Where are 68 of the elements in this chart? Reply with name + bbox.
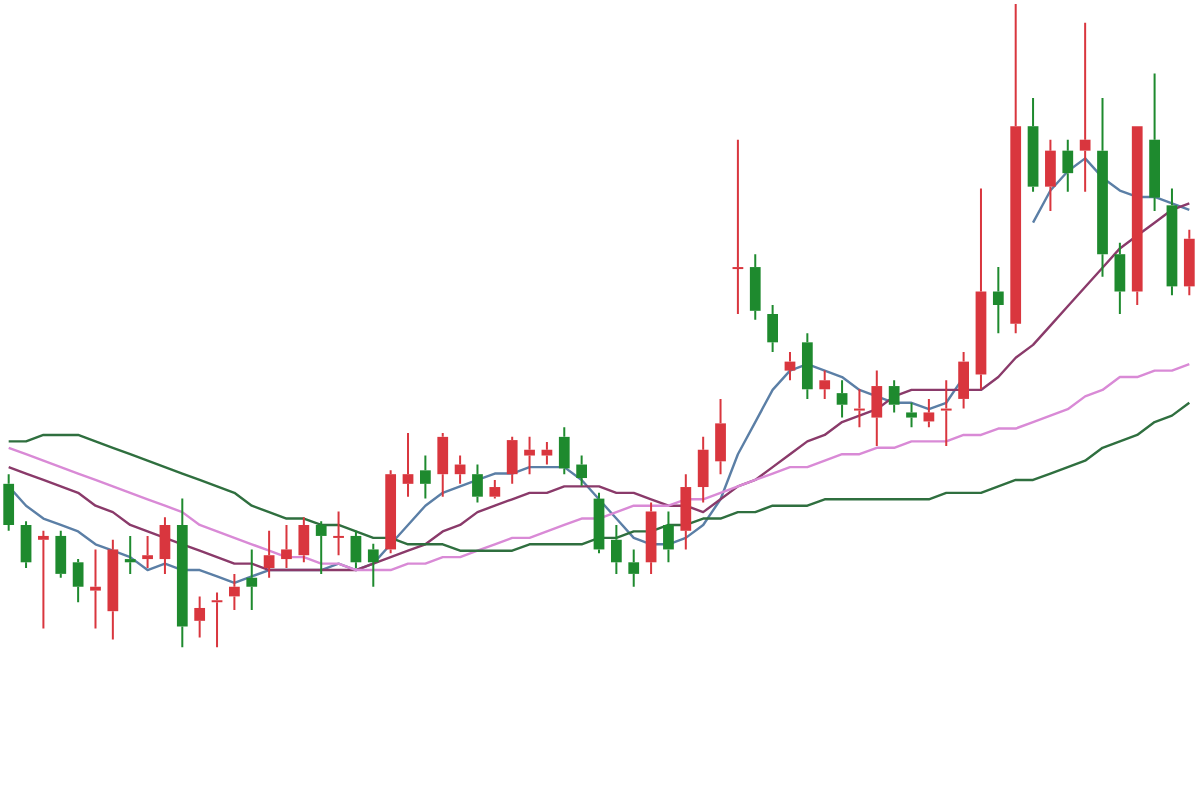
candlestick xyxy=(663,510,674,564)
candlestick xyxy=(836,379,848,419)
candlestick xyxy=(958,350,969,410)
candlestick xyxy=(1079,21,1091,193)
candlestick xyxy=(975,187,987,391)
candlestick xyxy=(38,529,49,630)
candlestick xyxy=(142,534,153,570)
candlestick xyxy=(350,529,362,570)
candlestick xyxy=(749,253,761,321)
candlestick xyxy=(593,491,605,555)
candlestick xyxy=(1045,138,1056,213)
candlestick xyxy=(628,548,640,588)
candlestick xyxy=(489,478,501,500)
candlestick xyxy=(20,520,32,570)
candlestick xyxy=(1027,96,1039,193)
candlestick xyxy=(263,529,275,579)
candlestick xyxy=(871,369,883,447)
candlestick xyxy=(1097,96,1108,278)
candlestick xyxy=(992,266,1004,335)
candlestick xyxy=(124,534,136,575)
candlestick xyxy=(1131,126,1143,307)
candlestick xyxy=(697,435,709,504)
candlestick xyxy=(784,350,796,382)
candlestick xyxy=(680,473,692,551)
candlestick xyxy=(888,379,900,414)
candlestick xyxy=(854,388,865,429)
candlestick xyxy=(402,432,414,498)
candlestick xyxy=(176,497,188,649)
candlestick xyxy=(1149,72,1160,213)
candlestick xyxy=(472,463,483,504)
candlestick xyxy=(1183,228,1195,297)
candlestick xyxy=(506,435,518,485)
candlestick xyxy=(367,542,379,588)
candlestick xyxy=(819,369,831,400)
candlestick xyxy=(576,454,588,487)
candlestick xyxy=(1010,3,1022,335)
candlestick xyxy=(211,591,223,649)
candlestick xyxy=(524,435,535,476)
candlestick xyxy=(333,510,344,557)
candlestick xyxy=(610,523,622,575)
candlestick xyxy=(715,397,726,476)
candlestick xyxy=(298,516,310,564)
candlestick xyxy=(1062,138,1074,193)
candlestick xyxy=(732,138,744,316)
candlestick xyxy=(315,520,327,575)
candlestick xyxy=(159,516,171,575)
candlestick xyxy=(1114,241,1126,316)
candlestick xyxy=(906,401,917,429)
candlestick xyxy=(55,529,67,579)
candlestick xyxy=(72,558,84,604)
candlestick xyxy=(541,441,553,466)
candlestick xyxy=(3,473,15,532)
candlestick xyxy=(1166,187,1178,297)
candlestick xyxy=(767,304,779,353)
candlestick xyxy=(229,572,240,611)
candlestick xyxy=(90,548,101,630)
candlestick xyxy=(558,426,570,476)
candlestick xyxy=(385,469,397,555)
candlestick xyxy=(194,595,206,639)
candlestick xyxy=(419,454,431,500)
candlestick xyxy=(437,432,449,498)
candlestick xyxy=(940,379,952,447)
candlestick xyxy=(801,332,813,400)
candlestick xyxy=(923,397,935,429)
candlestick xyxy=(107,538,119,641)
candlestick xyxy=(645,501,657,575)
candlestick xyxy=(246,548,258,611)
candlestick xyxy=(281,523,292,570)
